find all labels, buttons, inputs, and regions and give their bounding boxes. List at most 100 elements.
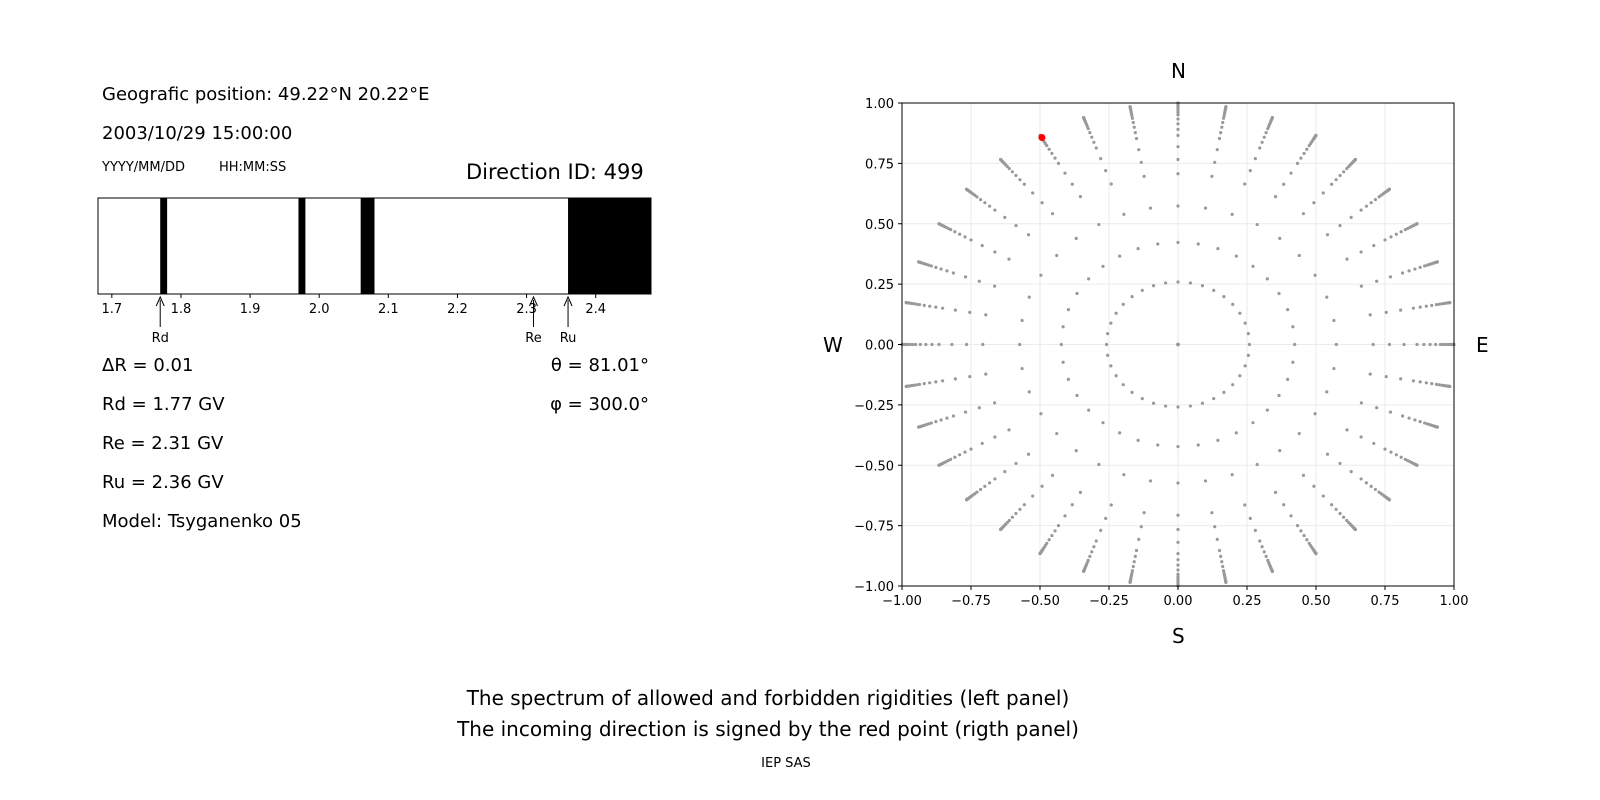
direction-point xyxy=(934,265,938,269)
direction-point xyxy=(1321,494,1325,498)
direction-point xyxy=(1314,552,1318,556)
direction-point xyxy=(1258,146,1262,150)
direction-point xyxy=(1247,342,1252,347)
direction-point xyxy=(1176,342,1180,347)
direction-point xyxy=(1176,513,1180,517)
direction-point xyxy=(1388,410,1393,414)
direction-point xyxy=(1330,503,1334,507)
compass-north: N xyxy=(1171,59,1186,83)
direction-point xyxy=(1295,524,1300,528)
direction-point xyxy=(1399,308,1403,312)
direction-point xyxy=(949,457,953,461)
direction-point xyxy=(1128,580,1132,584)
direction-point xyxy=(941,379,945,383)
direction-point xyxy=(1418,380,1422,384)
direction-point xyxy=(1231,383,1235,387)
direction-point xyxy=(1047,538,1051,542)
direction-point xyxy=(922,303,926,307)
spectrum-tick-label: 1.9 xyxy=(240,302,261,317)
direction-point xyxy=(1435,260,1439,264)
direction-point xyxy=(913,342,918,347)
direction-point xyxy=(1014,461,1018,466)
spectrum-tick-label: 2.1 xyxy=(378,302,399,317)
direction-point xyxy=(1334,342,1338,347)
direction-point xyxy=(1212,397,1216,401)
direction-point xyxy=(1248,516,1252,520)
direction-point xyxy=(1188,404,1193,408)
direction-point xyxy=(1136,246,1140,251)
model-name: Model: Tsyganenko 05 xyxy=(102,511,302,532)
geographic-position: Geografic position: 49.22°N 20.22°E xyxy=(102,84,430,105)
direction-point xyxy=(1063,514,1067,518)
direction-point xyxy=(953,377,957,381)
direction-point xyxy=(1050,533,1054,538)
ru-value: Ru = 2.36 GV xyxy=(102,472,224,493)
direction-point xyxy=(969,238,973,242)
direction-point xyxy=(1094,539,1098,543)
direction-point xyxy=(1342,170,1346,174)
direction-point xyxy=(1078,490,1083,494)
direction-point xyxy=(1384,375,1388,379)
direction-point xyxy=(1325,233,1330,237)
direction-point xyxy=(1088,554,1092,558)
direction-point xyxy=(1040,201,1044,205)
direction-point xyxy=(1130,569,1135,573)
direction-point xyxy=(1388,275,1393,279)
direction-point xyxy=(1286,307,1290,312)
forbidden-band xyxy=(160,198,168,294)
skymap-x-tick-label: 0.00 xyxy=(1164,594,1193,609)
direction-point xyxy=(1014,511,1018,516)
direction-point xyxy=(949,228,953,232)
direction-point xyxy=(1434,382,1439,386)
direction-point xyxy=(1243,182,1247,186)
direction-point xyxy=(1131,564,1135,569)
direction-point xyxy=(963,235,967,239)
direction-point xyxy=(1255,462,1259,467)
direction-point xyxy=(1289,171,1293,175)
skymap-x-tick-label: 1.00 xyxy=(1440,594,1469,609)
direction-point xyxy=(1332,318,1336,323)
direction-point xyxy=(1297,253,1301,258)
direction-point xyxy=(1139,160,1143,164)
direction-point xyxy=(1253,157,1257,161)
direction-point xyxy=(1007,428,1011,432)
direction-point xyxy=(1230,473,1234,477)
direction-point xyxy=(1338,511,1342,516)
direction-point xyxy=(1010,515,1014,519)
direction-point xyxy=(1133,554,1137,559)
direction-point xyxy=(1403,457,1407,461)
direction-point xyxy=(1148,206,1153,210)
direction-point xyxy=(1423,421,1427,425)
direction-point xyxy=(1364,204,1368,208)
direction-point xyxy=(1203,206,1208,210)
direction-point xyxy=(1040,484,1044,488)
direction-point xyxy=(1375,279,1379,283)
direction-point xyxy=(1018,507,1022,511)
direction-point xyxy=(1222,390,1226,394)
incoming-direction-point xyxy=(1038,134,1046,142)
direction-point xyxy=(1176,444,1180,449)
direction-point xyxy=(977,279,981,283)
direction-point xyxy=(1176,527,1180,532)
direction-point xyxy=(993,284,997,288)
direction-point xyxy=(939,418,943,422)
direction-point xyxy=(1338,223,1342,228)
direction-point xyxy=(1438,342,1443,347)
direction-point xyxy=(1215,537,1219,541)
direction-point xyxy=(917,303,922,307)
direction-point xyxy=(1010,170,1014,174)
direction-point xyxy=(1221,120,1225,125)
skymap-y-tick-label: −0.25 xyxy=(854,399,894,414)
direction-point xyxy=(945,416,949,420)
direction-point xyxy=(1413,267,1417,271)
forbidden-band xyxy=(568,198,651,294)
direction-point xyxy=(1289,514,1293,518)
direction-point xyxy=(983,484,987,488)
direction-point xyxy=(1359,477,1363,481)
direction-point xyxy=(1176,552,1180,556)
direction-point xyxy=(930,342,934,347)
spectrum-tick-label: 2.3 xyxy=(516,302,537,317)
direction-point xyxy=(1313,273,1317,277)
direction-point xyxy=(1132,560,1136,564)
direction-point xyxy=(1369,484,1373,488)
